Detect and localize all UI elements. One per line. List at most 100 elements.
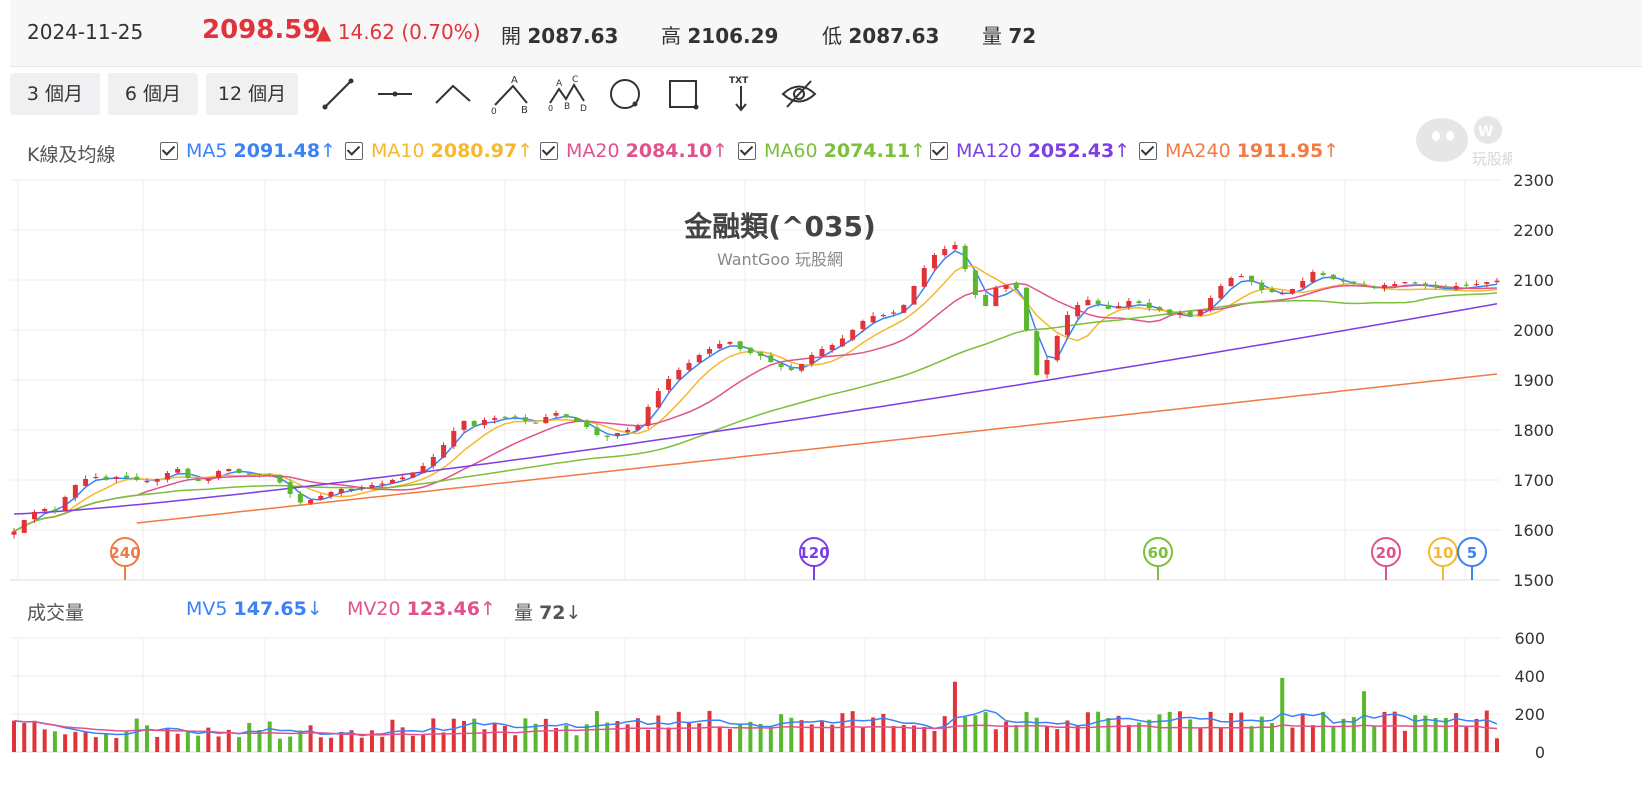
candle bbox=[706, 349, 712, 354]
volume-bar bbox=[656, 715, 661, 752]
volume-bar bbox=[462, 720, 467, 752]
range-12m-button[interactable]: 12 個月 bbox=[206, 73, 298, 115]
candle bbox=[891, 312, 897, 314]
rectangle-tool-icon[interactable] bbox=[663, 73, 703, 115]
volume-bar bbox=[1464, 726, 1469, 752]
volume-bar bbox=[1177, 711, 1182, 752]
candle bbox=[911, 286, 917, 305]
candle bbox=[533, 422, 539, 424]
candle bbox=[154, 479, 160, 482]
volume-bar bbox=[308, 725, 313, 752]
price-tick-label: 1900 bbox=[1513, 371, 1554, 390]
volume-tick-label: 200 bbox=[1514, 705, 1545, 724]
volume-bar bbox=[523, 718, 528, 752]
volume-bar bbox=[942, 716, 947, 752]
volume-bar bbox=[1484, 710, 1489, 752]
volume-bar bbox=[237, 737, 242, 752]
candle bbox=[1075, 305, 1081, 317]
abcd-pattern-tool-icon[interactable]: A C B D 0 bbox=[548, 73, 588, 115]
hide-drawings-icon[interactable] bbox=[779, 73, 819, 115]
candle bbox=[216, 471, 222, 478]
candle bbox=[1422, 283, 1428, 285]
abc-pattern-tool-icon[interactable]: A B 0 bbox=[491, 73, 531, 115]
volume-bar bbox=[380, 736, 385, 752]
candle bbox=[297, 493, 303, 503]
volume-bar bbox=[267, 721, 272, 752]
candle bbox=[21, 520, 27, 533]
volume-bar bbox=[727, 729, 732, 752]
candle bbox=[1320, 272, 1326, 275]
volume-bar bbox=[63, 734, 68, 752]
svg-text:A: A bbox=[556, 79, 563, 89]
range-3m-button[interactable]: 3 個月 bbox=[10, 73, 100, 115]
ma60-marker-label: 60 bbox=[1148, 544, 1169, 562]
svg-text:A: A bbox=[511, 75, 518, 86]
volume-bar bbox=[1413, 714, 1418, 752]
ma120-checkbox[interactable] bbox=[930, 142, 948, 160]
ma60-checkbox[interactable] bbox=[738, 142, 756, 160]
candle bbox=[747, 347, 753, 353]
volume-bar bbox=[860, 726, 865, 752]
candle bbox=[1177, 313, 1183, 315]
ma20-marker-label: 20 bbox=[1376, 544, 1397, 562]
candle bbox=[124, 475, 130, 478]
volume-bar bbox=[779, 714, 784, 752]
volume-bar bbox=[1096, 711, 1101, 752]
volume-bar bbox=[594, 711, 599, 752]
candle bbox=[512, 416, 518, 418]
volume-bar bbox=[881, 713, 886, 752]
range-6m-button[interactable]: 6 個月 bbox=[108, 73, 198, 115]
volume-bar bbox=[963, 716, 968, 752]
candle bbox=[809, 355, 815, 364]
volume-bar bbox=[738, 724, 743, 752]
candle bbox=[1187, 311, 1193, 316]
candle bbox=[1167, 309, 1173, 315]
svg-text:0: 0 bbox=[548, 104, 553, 113]
volume-bar bbox=[1249, 726, 1254, 752]
candle bbox=[1330, 274, 1336, 279]
ma240-checkbox[interactable] bbox=[1139, 142, 1157, 160]
candle bbox=[1208, 298, 1214, 311]
circle-tool-icon[interactable] bbox=[605, 73, 645, 115]
volume-bar bbox=[206, 727, 211, 752]
candle bbox=[993, 288, 999, 307]
volume-bar bbox=[1208, 711, 1213, 752]
volume-bar bbox=[1269, 722, 1274, 752]
svg-text:W: W bbox=[1478, 124, 1493, 140]
volume-bar bbox=[605, 722, 610, 752]
candle bbox=[175, 469, 181, 473]
candle bbox=[1463, 284, 1469, 286]
candle bbox=[113, 477, 119, 479]
candle bbox=[471, 421, 477, 426]
candle bbox=[1412, 282, 1418, 284]
candle bbox=[1126, 301, 1132, 307]
text-tool-icon[interactable]: TXT bbox=[721, 73, 761, 115]
angle-tool-icon[interactable] bbox=[433, 73, 473, 115]
volume-bar bbox=[564, 725, 569, 752]
candle bbox=[931, 255, 937, 269]
volume-bar bbox=[1004, 721, 1009, 752]
ma20-checkbox[interactable] bbox=[540, 142, 558, 160]
volume-bar bbox=[687, 722, 692, 752]
horizontal-line-tool-icon[interactable] bbox=[375, 73, 415, 115]
ma5-checkbox[interactable] bbox=[160, 142, 178, 160]
candle bbox=[1443, 286, 1449, 288]
candle bbox=[983, 294, 989, 306]
volume-bar bbox=[1259, 716, 1264, 752]
candle bbox=[359, 487, 365, 489]
candle bbox=[686, 363, 692, 370]
volume-bar bbox=[1116, 715, 1121, 752]
svg-text:C: C bbox=[572, 75, 578, 85]
volume-bar bbox=[1443, 717, 1448, 752]
candle bbox=[1105, 305, 1111, 309]
ma10-checkbox[interactable] bbox=[345, 142, 363, 160]
candle bbox=[1064, 315, 1070, 336]
candle bbox=[461, 421, 467, 430]
svg-text:B: B bbox=[564, 102, 570, 112]
candle bbox=[369, 485, 375, 489]
volume-bar bbox=[104, 733, 109, 752]
line-tool-icon[interactable] bbox=[317, 73, 357, 115]
candle bbox=[839, 338, 845, 347]
volume-bar bbox=[1362, 691, 1367, 752]
